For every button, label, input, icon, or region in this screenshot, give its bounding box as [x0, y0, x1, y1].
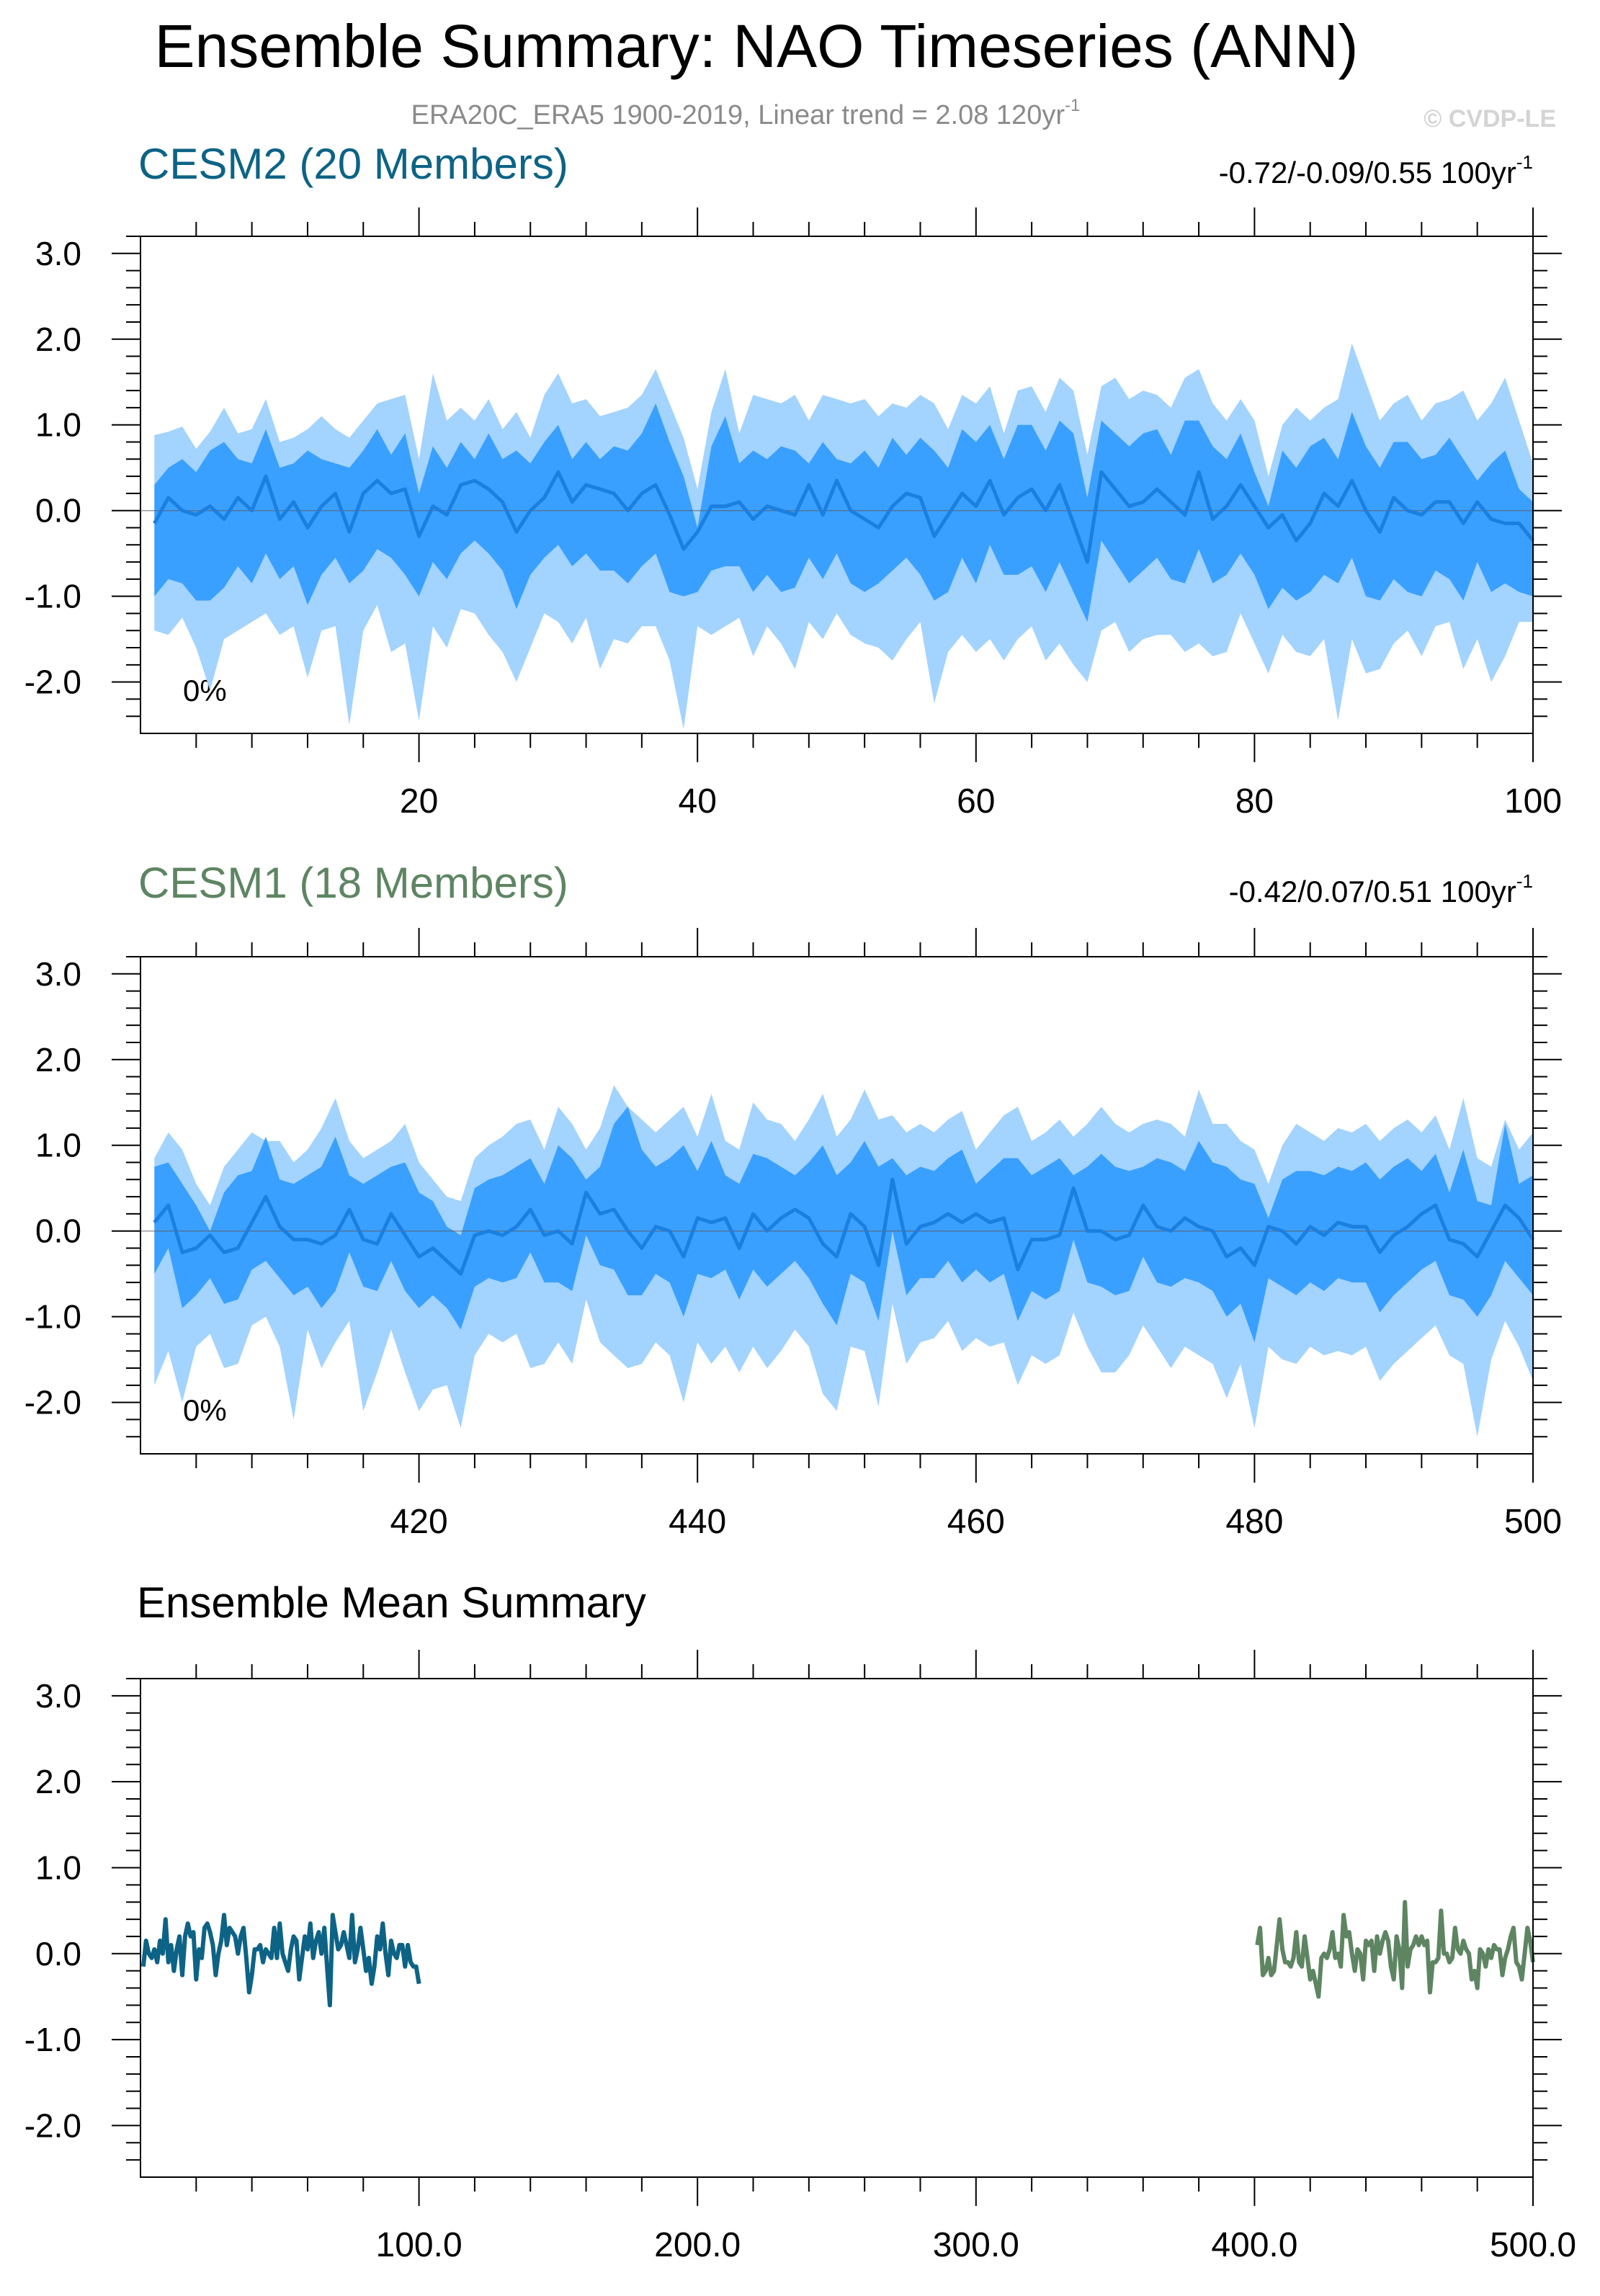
figure-subtitle-text: ERA20C_ERA5 1900-2019, Linear trend = 2.… [411, 100, 1065, 130]
y-tick-label: -1.0 [24, 1298, 81, 1336]
x-tick-label: 500.0 [1490, 2226, 1576, 2264]
panel1-title: CESM2 (20 Members) [138, 140, 568, 188]
panel2-trend: -0.42/0.07/0.51 100yr-1 [1229, 870, 1533, 908]
series-line-cesm1 [1255, 1900, 1535, 1999]
x-tick-label: 400.0 [1211, 2226, 1297, 2264]
y-tick-label: 3.0 [35, 235, 81, 272]
figure-subtitle: ERA20C_ERA5 1900-2019, Linear trend = 2.… [411, 96, 1081, 130]
x-tick-label: 40 [679, 782, 717, 821]
y-tick-label: 2.0 [35, 1041, 81, 1078]
panel2-percent-label: 0% [183, 1393, 227, 1427]
x-tick-label: 80 [1235, 782, 1274, 821]
y-tick-label: 1.0 [35, 1127, 81, 1164]
panel3-plot: 3.0 2.0 1.0 0.0 -1.0 -2.0 100.0 200.0 300.0 400.0… [24, 1650, 1576, 2264]
x-tick-label: 60 [957, 782, 995, 821]
panel2-trend-sup: -1 [1516, 870, 1533, 892]
x-tick-label: 100.0 [376, 2226, 462, 2264]
x-tick-label: 480 [1225, 1503, 1283, 1541]
y-tick-label: 1.0 [35, 406, 81, 444]
y-tick-label: -2.0 [24, 1384, 81, 1421]
y-tick-label: 3.0 [35, 955, 81, 993]
panel1-trend-sup: -1 [1516, 151, 1533, 173]
y-tick-label: -1.0 [24, 578, 81, 615]
figure-subtitle-sup: -1 [1065, 96, 1080, 115]
panel3-frame [140, 1678, 1534, 2178]
panel2-plot: 3.0 2.0 1.0 0.0 -1.0 -2.0 420 440 460 480 500 [24, 928, 1562, 1541]
y-tick-label: -2.0 [24, 2107, 81, 2144]
x-tick-label: 420 [390, 1503, 448, 1541]
panel2-ensemble-mean-line [153, 1177, 1535, 1276]
panel1-trend-text: -0.72/-0.09/0.55 100yr [1219, 156, 1516, 189]
x-tick-label: 460 [947, 1503, 1005, 1541]
panel1-inner-range-band [154, 403, 1533, 622]
panel1-percent-label: 0% [183, 674, 227, 707]
copyright-label: © CVDP-LE [1424, 105, 1556, 133]
y-tick-label: 2.0 [35, 321, 81, 358]
panel1-frame [140, 236, 1534, 734]
x-tick-label: 500 [1504, 1503, 1562, 1541]
panel1-ensemble-mean-line [153, 470, 1534, 564]
x-tick-label: 440 [669, 1503, 726, 1541]
y-tick-label: -1.0 [24, 2021, 81, 2058]
y-tick-label: 3.0 [35, 1677, 81, 1715]
y-tick-label: 1.0 [35, 1849, 81, 1886]
y-tick-label: 0.0 [35, 1935, 81, 1973]
y-tick-label: 2.0 [35, 1763, 81, 1800]
panel1-plot: 3.0 2.0 1.0 0.0 -1.0 -2.0 20 40 60 80 100 [24, 207, 1562, 821]
x-tick-label: 300.0 [933, 2226, 1019, 2264]
y-tick-label: 0.0 [35, 492, 81, 530]
panel3-title: Ensemble Mean Summary [137, 1578, 646, 1627]
x-tick-label: 100 [1504, 782, 1562, 821]
panel2-inner-range-band [154, 1107, 1533, 1343]
panel2-title: CESM1 (18 Members) [138, 859, 568, 907]
panel1-trend: -0.72/-0.09/0.55 100yr-1 [1219, 151, 1533, 189]
x-tick-label: 200.0 [654, 2226, 741, 2264]
y-tick-label: -2.0 [24, 664, 81, 701]
x-tick-label: 20 [400, 782, 438, 821]
y-tick-label: 0.0 [35, 1212, 81, 1250]
figure-title: Ensemble Summary: NAO Timeseries (ANN) [154, 12, 1358, 80]
plot-layer: 3.0 2.0 1.0 0.0 -1.0 -2.0 20 40 60 80 100 3.0 2.0 1.0… [24, 207, 1576, 2264]
panel2-frame [140, 956, 1534, 1455]
panel2-trend-text: -0.42/0.07/0.51 100yr [1229, 875, 1516, 908]
series-line-cesm2 [140, 1913, 421, 2008]
